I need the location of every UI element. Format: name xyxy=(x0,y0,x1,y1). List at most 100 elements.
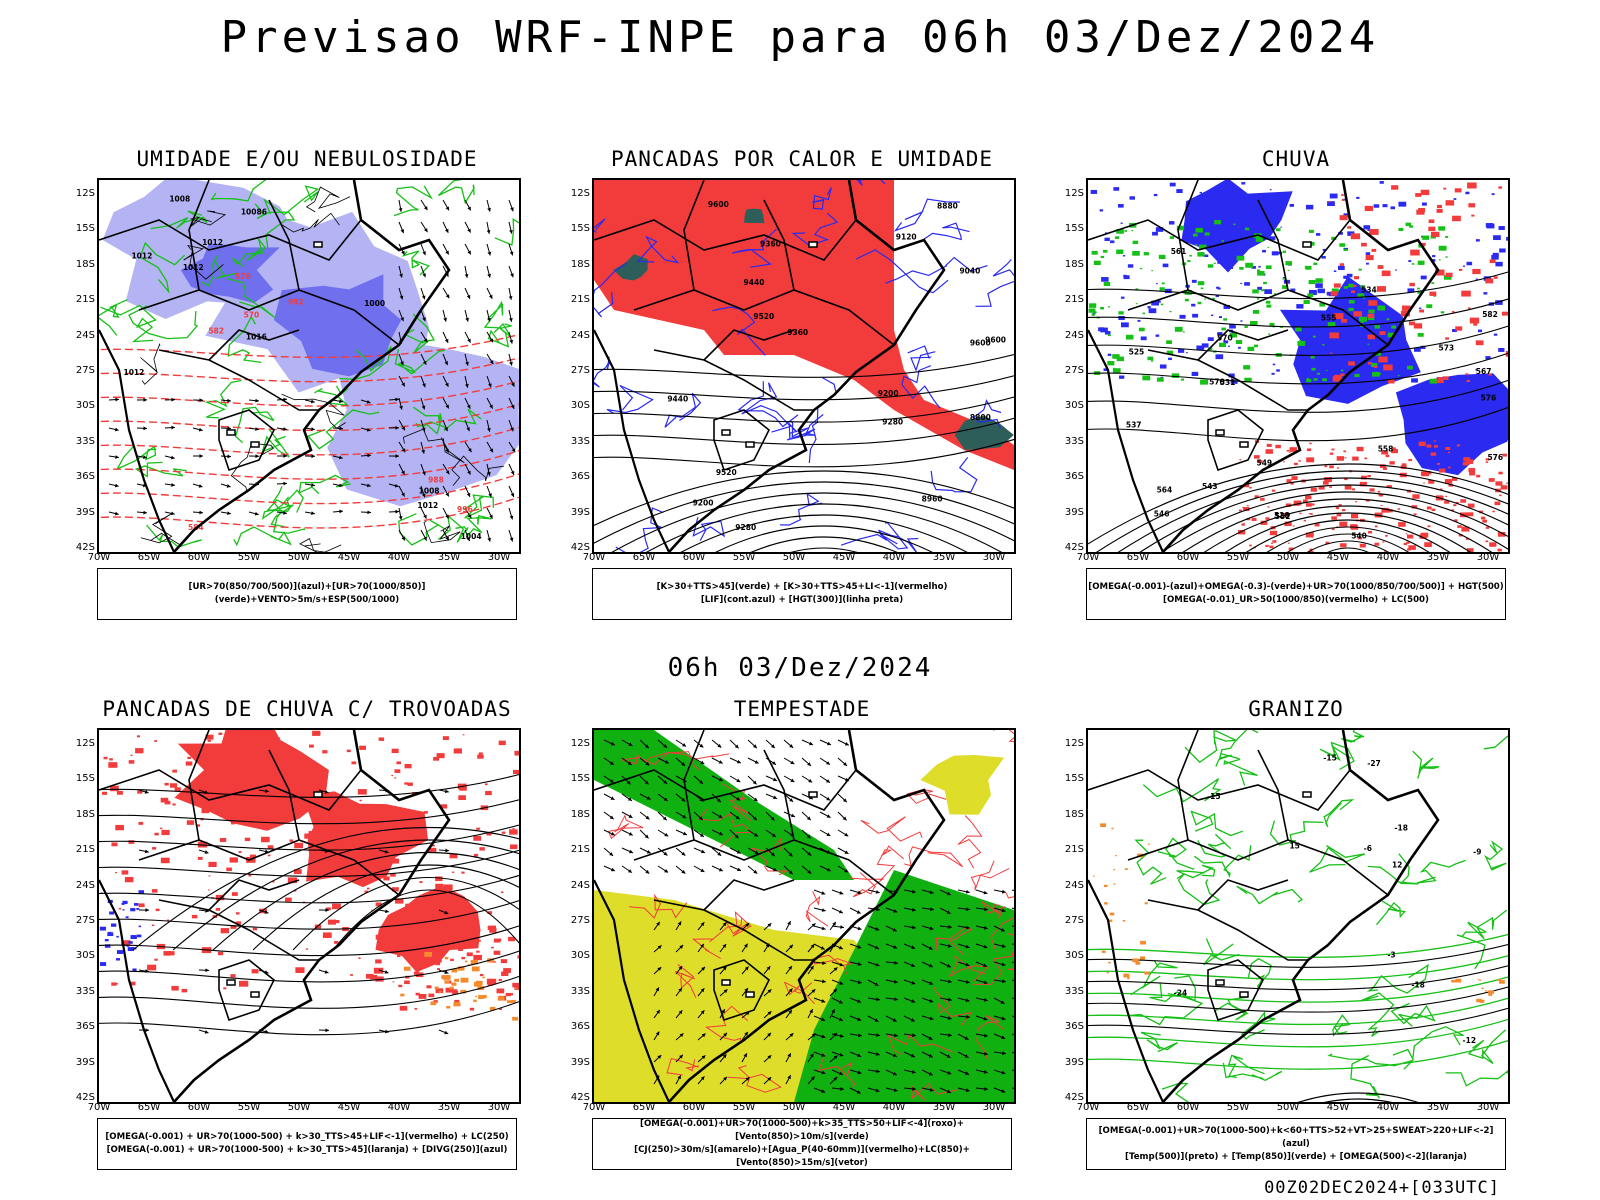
lon-tick-label: 65W xyxy=(137,1102,161,1113)
speckle xyxy=(1455,326,1463,331)
wind-vector xyxy=(785,1032,794,1041)
speckle xyxy=(1467,182,1477,189)
wind-vector xyxy=(486,287,493,300)
speckle xyxy=(1108,306,1111,308)
speckle xyxy=(1476,998,1482,1003)
speckle xyxy=(1303,300,1310,304)
speckle xyxy=(414,1008,418,1010)
speckle xyxy=(104,939,109,942)
height-500-contour xyxy=(1161,491,1508,552)
wind-vector xyxy=(1011,1087,1014,1089)
speckle xyxy=(1480,516,1486,520)
humidity-low-levels-contour xyxy=(393,185,433,217)
wind-vector xyxy=(420,309,426,322)
speckle xyxy=(1286,479,1292,483)
lifted-index-contour xyxy=(788,420,809,439)
speckle xyxy=(1211,314,1214,317)
speckle xyxy=(1454,188,1462,193)
lifted-index-contour xyxy=(812,187,832,210)
wind-vector xyxy=(1011,961,1014,964)
humidity-low-levels-contour xyxy=(231,238,267,268)
speckle xyxy=(394,777,397,779)
speckle xyxy=(397,946,404,951)
speckle xyxy=(159,827,163,830)
wind-vector xyxy=(813,1033,826,1039)
lat-tick-label: 21S xyxy=(75,294,95,306)
speckle xyxy=(1241,523,1246,526)
speckle xyxy=(1417,291,1421,294)
wind-vector xyxy=(603,865,616,872)
speckle xyxy=(1336,327,1340,330)
lat-tick-label: 36S xyxy=(75,1021,95,1033)
wind-vector xyxy=(783,847,793,857)
wind-vector xyxy=(885,979,898,984)
wind-vector xyxy=(885,943,898,949)
map-umidade: 1008 10086 1012 1012 1012 1012 1016 1004 1000 100… xyxy=(97,178,521,554)
wind-vector xyxy=(304,399,315,404)
speckle xyxy=(1418,441,1426,447)
speckle xyxy=(1429,378,1438,384)
lat-tick-label: 33S xyxy=(570,435,590,447)
wind-vector xyxy=(675,1074,682,1085)
speckle xyxy=(1197,301,1202,305)
wind-vector xyxy=(829,921,837,931)
speckle xyxy=(1451,979,1456,983)
speckle xyxy=(1228,265,1234,269)
speckle xyxy=(1351,290,1356,293)
speckle xyxy=(327,919,336,925)
lake-marker xyxy=(313,241,323,248)
speckle xyxy=(110,923,117,927)
speckle xyxy=(1391,448,1398,454)
temperature-500-contour xyxy=(1088,943,1508,968)
wind-vector xyxy=(621,757,633,766)
speckle xyxy=(476,950,480,953)
speckle xyxy=(1214,220,1222,225)
humidity-low-levels-contour xyxy=(100,304,157,343)
wind-vector xyxy=(719,921,727,931)
thickness-contour xyxy=(99,496,519,529)
speckle xyxy=(136,735,141,738)
speckle xyxy=(1310,487,1317,492)
speckle xyxy=(244,763,254,769)
lat-tick-label: 36S xyxy=(75,471,95,483)
speckle xyxy=(1180,378,1185,381)
speckle xyxy=(1329,486,1332,488)
wind-vector xyxy=(697,1054,706,1063)
lon-tick-label: 70W xyxy=(582,552,606,563)
contour-label: 1012 xyxy=(417,501,438,510)
speckle xyxy=(1419,309,1424,313)
thunderstorm-area xyxy=(302,791,429,888)
speckle xyxy=(1493,276,1498,279)
streamline-arrow xyxy=(198,789,209,794)
speckle xyxy=(1265,300,1271,304)
speckle xyxy=(1365,262,1369,265)
speckle xyxy=(436,753,445,759)
speckle xyxy=(1183,331,1185,333)
wind-vector xyxy=(837,865,849,873)
wind-vector xyxy=(508,507,514,520)
speckle xyxy=(271,801,274,803)
speckle xyxy=(1106,972,1109,974)
contour-label: 9440 xyxy=(744,278,765,287)
wind-vector xyxy=(675,1032,684,1041)
wind-vector xyxy=(829,1055,838,1063)
lon-tick-label: 40W xyxy=(1376,552,1400,563)
speckle xyxy=(122,900,128,905)
speckle xyxy=(1339,310,1343,313)
speckle xyxy=(1428,226,1436,232)
speckle xyxy=(1109,912,1115,916)
precipitable-water-contour xyxy=(849,872,885,898)
speckle xyxy=(392,981,395,983)
speckle xyxy=(1365,255,1374,261)
lat-tick-label: 24S xyxy=(75,879,95,891)
speckle xyxy=(1125,334,1134,340)
wind-vector xyxy=(975,925,988,930)
speckle xyxy=(230,925,237,929)
temperature-850-contour xyxy=(1088,955,1508,981)
wind-vector xyxy=(747,793,758,802)
speckle xyxy=(322,750,328,754)
speckle xyxy=(1331,516,1337,520)
speckle xyxy=(1468,203,1476,208)
speckle xyxy=(1493,235,1501,241)
speckle xyxy=(484,783,488,786)
